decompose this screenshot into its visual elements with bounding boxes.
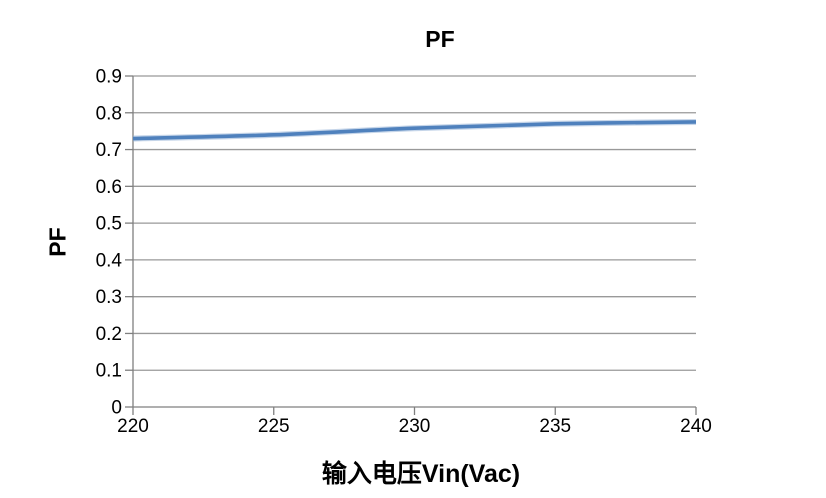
x-tick-label: 235 [539, 416, 571, 437]
y-tick-label: 0.5 [96, 214, 122, 235]
y-tick-label: 0.9 [96, 67, 122, 88]
pf-line [132, 120, 697, 141]
y-tick-label: 0.1 [96, 361, 122, 382]
y-axis-title: PF [44, 227, 71, 257]
x-tick-label: 225 [258, 416, 290, 437]
y-tick-label: 0.3 [96, 287, 122, 308]
y-tick-label: 0.7 [96, 140, 122, 161]
y-tick-label: 0.2 [96, 324, 122, 345]
chart-title: PF [425, 26, 455, 52]
x-tick-label: 220 [117, 416, 149, 437]
y-tick-label: 0.4 [96, 250, 123, 271]
x-axis-title: 输入电压Vin(Vac) [321, 460, 521, 488]
x-tick-label: 240 [680, 416, 712, 437]
x-tick-label: 230 [399, 416, 431, 437]
y-tick-label: 0.8 [96, 103, 122, 124]
y-tick-label: 0 [111, 398, 122, 419]
y-tick-label: 0.6 [96, 177, 122, 198]
